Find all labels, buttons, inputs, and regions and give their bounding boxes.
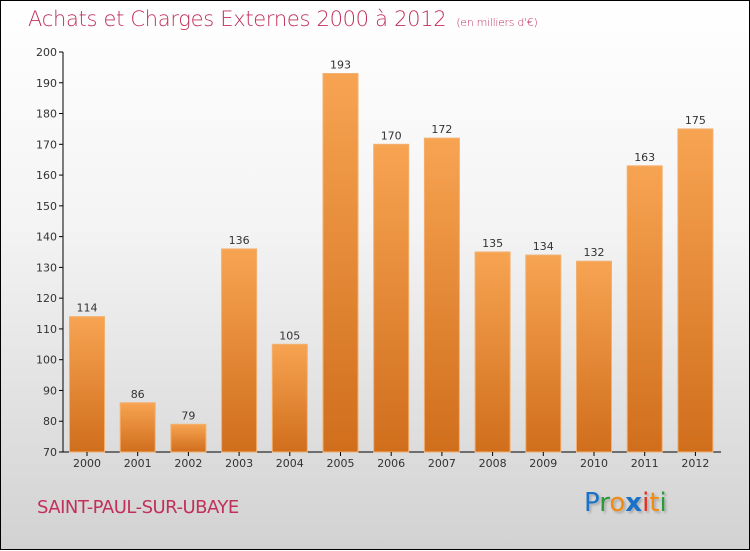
x-tick-label: 2012	[681, 457, 709, 470]
x-tick-label: 2002	[174, 457, 202, 470]
y-tick-label: 190	[36, 77, 57, 90]
x-tick-label: 2003	[225, 457, 253, 470]
y-tick-label: 170	[36, 138, 57, 151]
data-label: 172	[431, 123, 452, 136]
y-tick-label: 180	[36, 108, 57, 121]
proxiti-logo[interactable]: Proxiti	[584, 488, 667, 518]
y-tick-label: 110	[36, 323, 57, 336]
data-label: 79	[181, 409, 195, 422]
x-tick-label: 2010	[580, 457, 608, 470]
y-tick-label: 80	[43, 415, 57, 428]
chart-title: Achats et Charges Externes 2000 à 2012 (e…	[28, 7, 538, 31]
bar-2012	[677, 128, 714, 453]
title-text: Achats et Charges Externes 2000 à 2012	[28, 7, 447, 31]
y-tick-label: 150	[36, 200, 57, 213]
bar-2000	[69, 316, 105, 453]
y-tick-label: 90	[43, 384, 57, 397]
y-tick-label: 100	[36, 354, 57, 367]
data-label: 163	[634, 151, 655, 164]
data-label: 134	[533, 240, 554, 253]
data-label: 170	[381, 129, 402, 142]
x-tick-label: 2006	[377, 457, 405, 470]
data-label: 86	[131, 388, 145, 401]
data-label: 175	[685, 114, 706, 127]
x-tick-label: 2001	[124, 457, 152, 470]
x-tick-label: 2004	[276, 457, 304, 470]
x-tick-label: 2009	[529, 457, 557, 470]
bar-2002	[170, 423, 207, 453]
x-tick-label: 2011	[631, 457, 659, 470]
y-tick-label: 70	[43, 446, 57, 459]
y-tick-label: 140	[36, 231, 57, 244]
city-name: SAINT-PAUL-SUR-UBAYE	[37, 497, 239, 518]
y-tick-label: 200	[36, 46, 57, 59]
bar-2003	[221, 248, 258, 453]
data-label: 136	[229, 234, 250, 247]
bar-2004	[271, 343, 308, 453]
bar-2001	[119, 402, 156, 453]
bar-2010	[576, 260, 612, 453]
data-label: 105	[279, 329, 300, 342]
data-label: 114	[77, 302, 98, 315]
bar-2011	[626, 165, 663, 453]
bar-2009	[525, 254, 562, 453]
x-tick-label: 2007	[428, 457, 456, 470]
y-tick-label: 130	[36, 261, 57, 274]
y-tick-label: 160	[36, 169, 57, 182]
x-tick-label: 2005	[327, 457, 355, 470]
chart-unit: (en milliers d'€)	[456, 16, 538, 29]
x-tick-label: 2000	[73, 457, 101, 470]
data-label: 135	[482, 237, 503, 250]
data-label: 132	[584, 246, 605, 259]
y-tick-label: 120	[36, 292, 57, 305]
bar-2007	[423, 137, 460, 453]
bar-2008	[474, 251, 511, 453]
bar-2006	[373, 143, 410, 453]
x-tick-label: 2008	[479, 457, 507, 470]
data-label: 193	[330, 59, 351, 72]
bar-2005	[322, 73, 359, 453]
